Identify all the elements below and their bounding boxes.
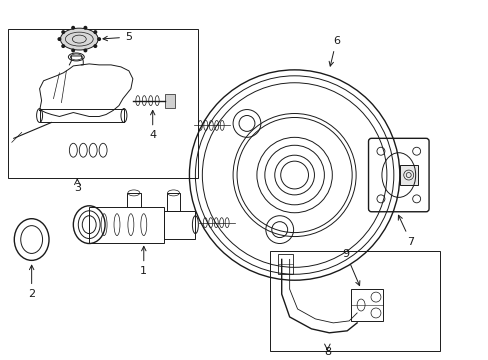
Ellipse shape: [93, 44, 97, 48]
Text: 8: 8: [323, 347, 330, 357]
Text: 2: 2: [28, 265, 35, 299]
Bar: [8, 29, 198, 178]
Bar: [89, 207, 163, 243]
Bar: [127, 193, 141, 207]
Bar: [163, 211, 195, 239]
Text: 1: 1: [140, 246, 147, 276]
Bar: [399, 165, 417, 185]
Ellipse shape: [61, 44, 65, 48]
Text: 3: 3: [74, 183, 81, 193]
Ellipse shape: [61, 30, 65, 34]
Ellipse shape: [61, 28, 98, 50]
Ellipse shape: [97, 37, 101, 41]
Ellipse shape: [71, 49, 75, 53]
Text: 4: 4: [149, 111, 156, 140]
Ellipse shape: [83, 49, 87, 53]
Bar: [166, 193, 180, 211]
Bar: [350, 289, 382, 321]
Bar: [40, 109, 123, 122]
Text: 6: 6: [328, 36, 339, 66]
Text: 7: 7: [398, 215, 413, 247]
Ellipse shape: [71, 26, 75, 30]
Bar: [164, 94, 174, 108]
Ellipse shape: [83, 26, 87, 30]
Bar: [277, 255, 292, 274]
Ellipse shape: [93, 30, 97, 34]
Ellipse shape: [57, 37, 61, 41]
Text: 9: 9: [342, 249, 359, 285]
Text: 5: 5: [103, 32, 132, 42]
Bar: [269, 251, 440, 351]
